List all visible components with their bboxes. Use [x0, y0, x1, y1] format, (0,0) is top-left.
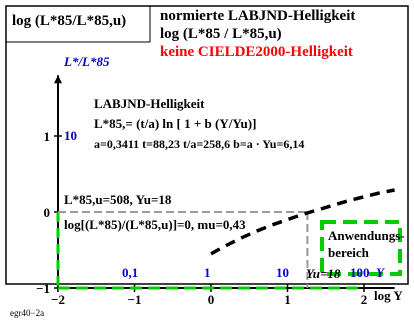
- formula-equation: L*85,= (t/a) ln [ 1 + b (Y/Yu)]: [94, 116, 256, 131]
- y-blue-label-10: 10: [64, 128, 77, 143]
- footer-code: egr40−2a: [10, 308, 44, 318]
- formula-params: a=0,3411 t=88,23 t/a=258,6 b=a · Yu=6,14: [94, 137, 304, 151]
- reference-line-2: log[(L*85)/(L*85,u)]=0, mu=0,43: [64, 217, 246, 232]
- x-tick-label: 0: [208, 292, 215, 307]
- title-line-1: normierte LABJND-Helligkeit: [160, 8, 355, 24]
- axes: −2 −1 0 1 2−101: [36, 75, 395, 307]
- x-top-label-10: 10: [276, 265, 289, 280]
- y-tick-label: 1: [44, 129, 51, 144]
- x-top-label-yu: Yu=18: [306, 266, 341, 281]
- y-tick-label: −1: [36, 281, 50, 296]
- left-title: log (L*85/L*85,u): [12, 13, 126, 29]
- x-tick-label: 1: [284, 292, 291, 307]
- x-top-label-1: 1: [204, 265, 211, 280]
- title-line-2: log (L*85 / L*85,u): [160, 26, 282, 42]
- reference-line-1: L*85,u=508, Yu=18: [64, 192, 172, 207]
- x-top-label-100: 100: [350, 265, 370, 280]
- x-tick-label: 2: [361, 292, 368, 307]
- x-top-label-y: Y: [376, 265, 385, 280]
- curve-layer: [210, 188, 395, 256]
- y-tick-label: 0: [44, 205, 51, 220]
- x-top-label-01: 0,1: [122, 265, 138, 280]
- x-axis-label: log Y: [374, 288, 403, 303]
- x-tick-label: −1: [128, 292, 142, 307]
- reference-lines: [58, 211, 309, 288]
- title-line-3: keine CIELDE2000-Helligkeit: [160, 44, 353, 60]
- application-range-box: [320, 220, 402, 276]
- formula-heading: LABJND-Helligkeit: [94, 96, 205, 111]
- application-range-label-1: Anwendungs-: [328, 228, 405, 243]
- y-axis-title: L*/L*85: [63, 54, 110, 69]
- y-axis-arrow: [54, 75, 62, 84]
- series-line-0: [210, 188, 395, 256]
- x-tick-label: −2: [51, 292, 65, 307]
- application-range-label-2: bereich: [328, 245, 370, 260]
